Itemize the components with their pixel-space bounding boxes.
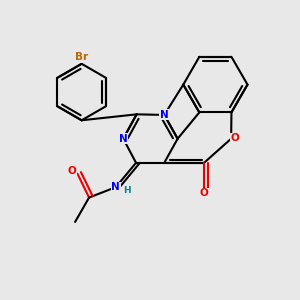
Text: O: O	[68, 166, 76, 176]
Text: N: N	[111, 182, 120, 192]
Text: Br: Br	[75, 52, 88, 62]
Text: O: O	[200, 188, 208, 198]
Text: H: H	[123, 186, 131, 195]
Text: O: O	[231, 133, 240, 143]
Text: N: N	[119, 134, 128, 144]
Text: N: N	[160, 110, 169, 120]
